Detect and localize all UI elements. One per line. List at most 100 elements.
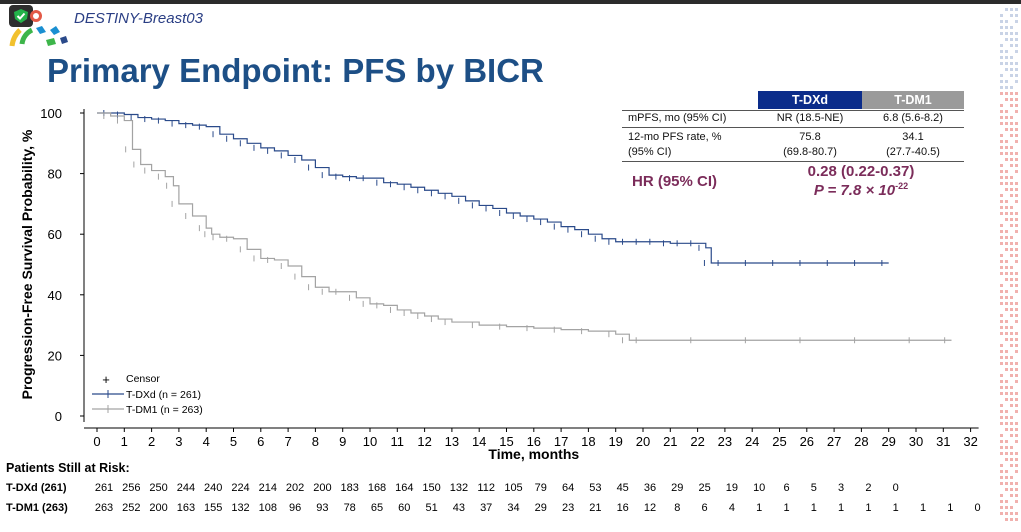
deco-dot (1010, 248, 1013, 251)
deco-dot (1010, 476, 1013, 479)
deco-dot (1000, 44, 1003, 47)
deco-dot (1005, 80, 1008, 83)
deco-dot (1010, 494, 1013, 497)
deco-dot (1000, 512, 1003, 515)
at-risk-tdm1-value: 65 (370, 502, 384, 514)
trial-name: DESTINY-Breast03 (74, 10, 203, 27)
deco-dot (1015, 344, 1018, 347)
x-tick-label: 4 (203, 434, 210, 449)
deco-dot (1010, 236, 1013, 239)
deco-dot (1010, 98, 1013, 101)
deco-dot (1015, 308, 1018, 311)
legend-tdxd-label: T-DXd (n = 261) (126, 389, 201, 401)
deco-dot (1015, 422, 1018, 425)
tdxd-mpfs: NR (18.5-NE) (776, 112, 844, 124)
deco-dot (1005, 446, 1008, 449)
row-label-12mo-ci: (95% CI) (628, 146, 672, 158)
deco-dot (1000, 284, 1003, 287)
deco-dot (1000, 404, 1003, 407)
deco-dot (1000, 74, 1003, 77)
series-line-tdm1 (97, 112, 952, 341)
deco-dot (1015, 380, 1018, 383)
at-risk-tdm1-value: 60 (398, 502, 411, 514)
deco-dot (1015, 518, 1018, 521)
x-tick-label: 0 (93, 434, 100, 449)
at-risk-tdxd-value: 261 (94, 482, 114, 494)
legend-censor-symbol: + (102, 372, 110, 387)
deco-dot (1005, 122, 1008, 125)
deco-dot (1000, 254, 1003, 257)
deco-dot (1015, 32, 1018, 35)
deco-dot (1005, 56, 1008, 59)
table-divider (622, 161, 964, 162)
at-risk-tdxd-value: 3 (838, 482, 845, 494)
deco-dot (1005, 512, 1008, 515)
deco-dot (1005, 236, 1008, 239)
x-tick-label: 17 (554, 434, 568, 449)
x-tick-label: 25 (772, 434, 786, 449)
deco-dot (1015, 170, 1018, 173)
x-tick-label: 27 (827, 434, 841, 449)
deco-dot (1010, 104, 1013, 107)
deco-dot (1005, 518, 1008, 521)
decorative-dot-pattern (1000, 8, 1018, 521)
deco-dot (1010, 422, 1013, 425)
at-risk-tdxd-value: 105 (504, 482, 523, 494)
deco-dot (1000, 494, 1003, 497)
deco-dot (1015, 248, 1018, 251)
deco-dot (1000, 32, 1003, 35)
deco-dot (1015, 314, 1018, 317)
deco-dot (1015, 338, 1018, 341)
deco-dot (1000, 26, 1003, 29)
deco-dot (1010, 338, 1013, 341)
deco-dot (1010, 404, 1013, 407)
deco-dot (1005, 146, 1008, 149)
y-tick-label: 100 (40, 106, 62, 121)
at-risk-tdm1-value: 4 (728, 502, 735, 514)
deco-dot (1000, 80, 1003, 83)
deco-dot (1010, 506, 1013, 509)
deco-dot (1010, 188, 1013, 191)
deco-dot (1000, 392, 1003, 395)
x-tick-label: 24 (745, 434, 759, 449)
deco-dot (1010, 44, 1013, 47)
deco-dot (1005, 392, 1008, 395)
deco-dot (1000, 500, 1003, 503)
deco-dot (1000, 176, 1003, 179)
deco-dot (1015, 152, 1018, 155)
deco-dot (1000, 152, 1003, 155)
deco-dot (1010, 164, 1013, 167)
at-risk-tdxd-value: 36 (643, 482, 657, 494)
deco-dot (1000, 116, 1003, 119)
deco-dot (1005, 140, 1008, 143)
deco-dot (1010, 38, 1013, 41)
deco-dot (1010, 446, 1013, 449)
deco-dot (1005, 482, 1008, 485)
tdxd-12mo: 75.8 (799, 131, 821, 143)
deco-dot (1000, 206, 1003, 209)
deco-dot (1015, 44, 1018, 47)
deco-dot (1015, 38, 1018, 41)
deco-dot (1005, 350, 1008, 353)
at-risk-tdxd-value: 0 (892, 482, 899, 494)
deco-dot (1005, 506, 1008, 509)
p-value-base: P = 7.8 × 10 (813, 182, 896, 199)
slide-title: Primary Endpoint: PFS by BICR (47, 52, 544, 89)
deco-dot (1000, 50, 1003, 53)
at-risk-tdm1-value: 37 (480, 502, 493, 514)
at-risk-tdm1-value: 1 (865, 502, 872, 514)
at-risk-tdxd-value: 64 (561, 482, 575, 494)
deco-dot (1005, 398, 1008, 401)
x-tick-label: 6 (257, 434, 264, 449)
at-risk-tdxd-value: 5 (810, 482, 817, 494)
deco-dot (1005, 158, 1008, 161)
deco-dot (1015, 404, 1018, 407)
x-tick-label: 32 (963, 434, 977, 449)
deco-dot (1005, 68, 1008, 71)
deco-dot (1015, 332, 1018, 335)
deco-dot (1010, 482, 1013, 485)
deco-dot (1010, 434, 1013, 437)
deco-dot (1015, 260, 1018, 263)
deco-dot (1000, 272, 1003, 275)
